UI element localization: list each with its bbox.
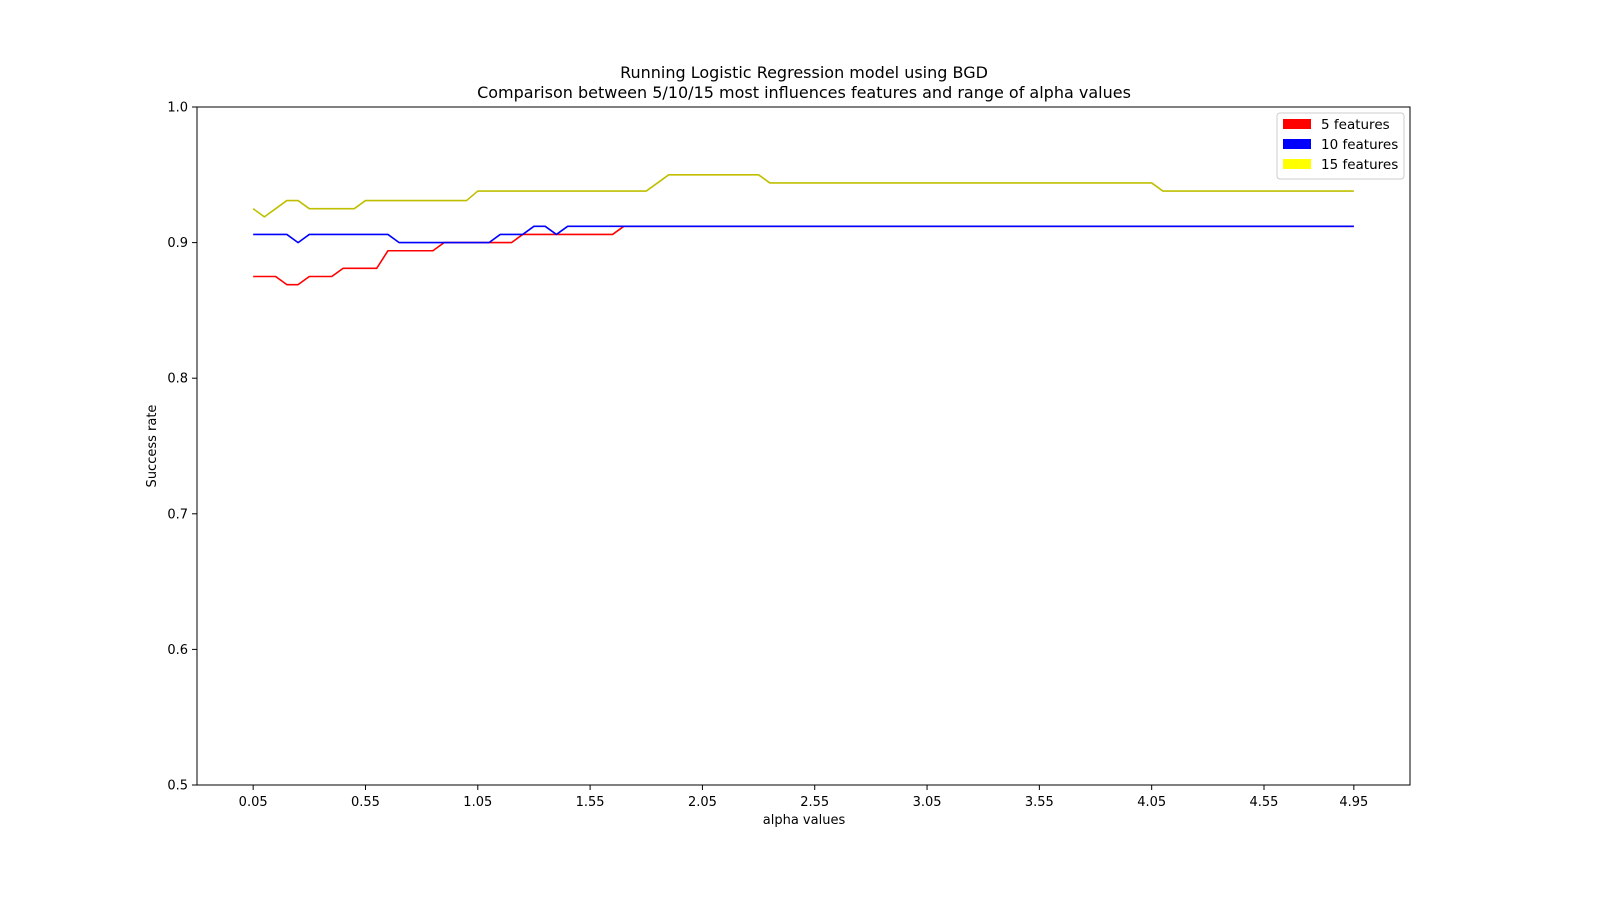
axis-layer: 0.05 0.55 1.05 1.55 2.05 2.55 3.05 3.55 4.05 4.55… [167, 101, 1368, 811]
x-axis-label: alpha values [763, 813, 846, 828]
series-line-1 [253, 225, 1354, 286]
chart-title-line-2: Comparison between 5/10/15 most influenc… [477, 83, 1131, 102]
x-tick-label: 0.05 [239, 795, 268, 810]
y-tick-label: 0.6 [167, 643, 188, 658]
x-tick-label: 2.05 [688, 795, 717, 810]
y-axis-label: Success rate [145, 405, 160, 488]
x-tick-label: 0.55 [351, 795, 380, 810]
series-line-3 [252, 174, 1354, 218]
x-tick-label: 3.05 [913, 795, 942, 810]
series-layer [252, 174, 1354, 286]
x-tick-label: 1.05 [463, 795, 492, 810]
legend-label: 15 features [1321, 157, 1398, 173]
chart-title-line-1: Running Logistic Regression model using … [620, 63, 988, 82]
y-tick-label: 0.5 [167, 779, 188, 794]
x-tick-label: 1.55 [576, 795, 605, 810]
plot-frame [196, 106, 1411, 786]
y-tick-label: 1.0 [167, 101, 188, 116]
legend-swatch [1283, 139, 1311, 149]
legend: 5 features 10 features 15 features [1276, 112, 1405, 180]
y-tick-label: 0.7 [167, 507, 188, 522]
legend-swatch [1283, 159, 1311, 169]
series-line-2 [253, 225, 1354, 244]
y-tick-label: 0.8 [167, 372, 188, 387]
x-tick-label: 2.55 [800, 795, 829, 810]
x-tick-label: 3.55 [1025, 795, 1054, 810]
legend-swatch [1283, 119, 1311, 129]
x-tick-label: 4.55 [1250, 795, 1279, 810]
x-tick-label: 4.05 [1137, 795, 1166, 810]
y-tick-label: 0.9 [167, 236, 188, 251]
legend-label: 5 features [1321, 117, 1390, 133]
legend-label: 10 features [1321, 137, 1398, 153]
x-tick-label: 4.95 [1339, 795, 1368, 810]
